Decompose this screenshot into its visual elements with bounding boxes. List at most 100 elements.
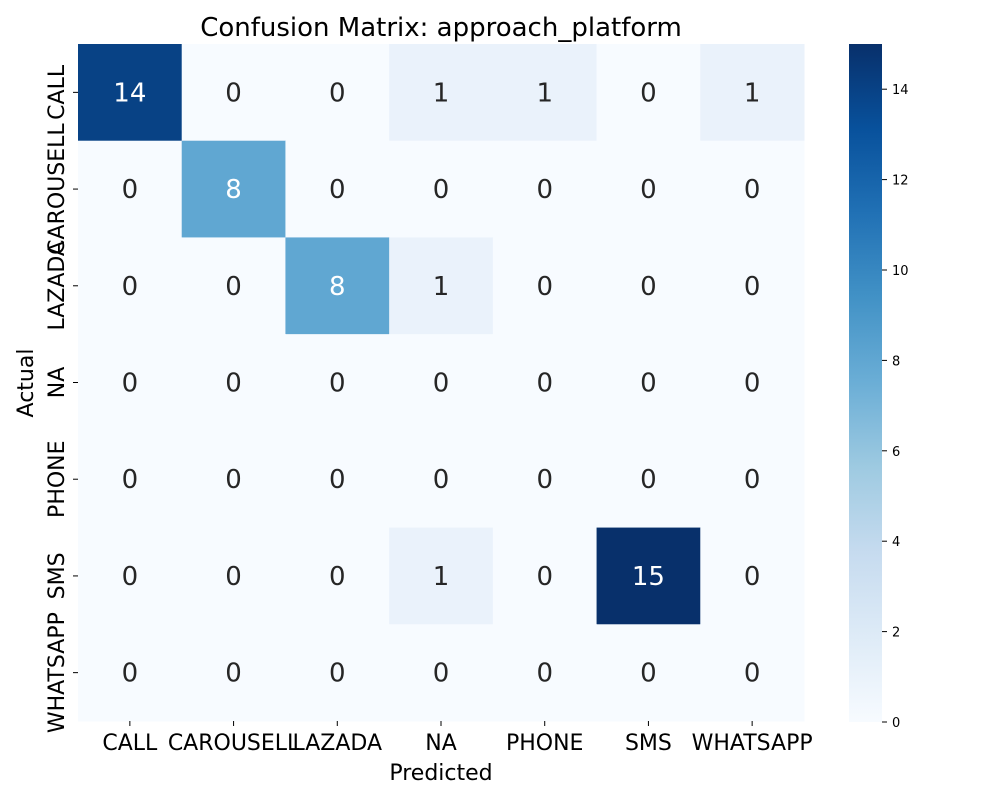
cell-value-label: 0 xyxy=(433,175,450,205)
heatmap-cell xyxy=(596,237,701,335)
x-tick-label: LAZADA xyxy=(293,731,383,756)
cell-value-label: 0 xyxy=(329,562,346,592)
y-tick-label: PHONE xyxy=(45,440,70,517)
colorbar-tick-label: 10 xyxy=(892,264,909,279)
heatmap-cell xyxy=(389,430,494,529)
cell-value-label: 0 xyxy=(536,562,553,592)
cell-value-label: 0 xyxy=(122,562,139,592)
heatmap-cell xyxy=(285,140,390,238)
heatmap-cell xyxy=(181,334,286,432)
heatmap-cell xyxy=(700,334,805,432)
heatmap-cell xyxy=(181,237,286,335)
heatmap-cell xyxy=(492,334,598,432)
heatmap-cell xyxy=(285,44,390,142)
x-tick-label: CAROUSELL xyxy=(168,731,300,756)
heatmap-cell xyxy=(596,527,701,625)
x-axis-label: Predicted xyxy=(389,761,492,786)
cell-value-label: 0 xyxy=(536,369,553,399)
cell-value-label: 1 xyxy=(744,78,761,108)
colorbar-tick-label: 14 xyxy=(892,83,909,98)
heatmap-cell xyxy=(181,624,286,722)
heatmap-cell xyxy=(78,140,183,238)
cell-value-label: 0 xyxy=(225,562,242,592)
cell-value-label: 0 xyxy=(122,465,139,495)
cell-value-label: 0 xyxy=(122,272,139,302)
heatmap-cell xyxy=(596,624,701,722)
cell-value-label: 0 xyxy=(122,369,139,399)
cell-value-label: 0 xyxy=(433,465,450,495)
cell-value-label: 14 xyxy=(113,78,146,108)
cell-value-label: 0 xyxy=(329,175,346,205)
colorbar-tick-label: 12 xyxy=(892,174,909,189)
heatmap-cells xyxy=(78,44,805,722)
x-tick-label: SMS xyxy=(625,731,672,756)
heatmap-cell xyxy=(285,237,390,335)
colorbar-tick-label: 0 xyxy=(892,716,900,731)
cell-value-label: 0 xyxy=(640,175,657,205)
cell-value-label: 0 xyxy=(433,659,450,689)
cell-value-label: 1 xyxy=(536,78,553,108)
cell-value-label: 0 xyxy=(536,272,553,302)
cell-value-label: 1 xyxy=(433,562,450,592)
x-tick-label: WHATSAPP xyxy=(692,731,813,756)
cell-value-label: 0 xyxy=(744,659,761,689)
heatmap-cell xyxy=(700,237,805,335)
cell-value-label: 15 xyxy=(632,562,665,592)
heatmap-cell xyxy=(700,624,805,722)
cell-value-label: 0 xyxy=(225,659,242,689)
heatmap-cell xyxy=(389,527,494,625)
cell-value-label: 0 xyxy=(329,369,346,399)
heatmap-cell xyxy=(181,527,286,625)
y-tick-label: LAZADA xyxy=(45,241,70,331)
chart-title: Confusion Matrix: approach_platform xyxy=(200,13,682,43)
cell-value-label: 0 xyxy=(744,465,761,495)
cell-value-label: 0 xyxy=(640,272,657,302)
cell-value-label: 0 xyxy=(536,659,553,689)
cell-value-label: 0 xyxy=(225,78,242,108)
heatmap-cell xyxy=(78,624,183,722)
y-tick-label: SMS xyxy=(45,552,70,599)
x-tick-label: NA xyxy=(425,731,457,756)
cell-value-label: 0 xyxy=(225,272,242,302)
heatmap-cell xyxy=(492,527,598,625)
cell-value-label: 0 xyxy=(536,465,553,495)
y-axis-label: Actual xyxy=(14,349,39,418)
heatmap-cell xyxy=(78,237,183,335)
heatmap-cell xyxy=(285,624,390,722)
cell-value-label: 0 xyxy=(329,659,346,689)
heatmap-cell xyxy=(389,140,494,238)
heatmap-cell xyxy=(389,237,494,335)
heatmap-cell xyxy=(181,430,286,529)
cell-value-label: 0 xyxy=(744,369,761,399)
heatmap-cell xyxy=(700,140,805,238)
heatmap-cell xyxy=(78,430,183,529)
colorbar-tick-label: 8 xyxy=(892,354,900,369)
cell-value-label: 8 xyxy=(225,175,242,205)
y-tick-label: CALL xyxy=(45,64,70,120)
colorbar-tick-label: 6 xyxy=(892,445,900,460)
heatmap-cell xyxy=(700,430,805,529)
cell-value-label: 0 xyxy=(744,175,761,205)
cell-value-label: 0 xyxy=(122,659,139,689)
cell-value-label: 1 xyxy=(433,272,450,302)
y-tick-label: CAROUSELL xyxy=(45,123,70,255)
cell-value-label: 0 xyxy=(640,465,657,495)
heatmap-cell xyxy=(492,44,598,142)
cell-value-label: 0 xyxy=(640,78,657,108)
cell-value-label: 0 xyxy=(433,369,450,399)
heatmap-cell xyxy=(700,527,805,625)
cell-value-label: 0 xyxy=(329,465,346,495)
heatmap-cell xyxy=(700,44,805,142)
x-tick-label: CALL xyxy=(102,731,158,756)
heatmap-cell xyxy=(78,527,183,625)
heatmap-cell xyxy=(389,334,494,432)
y-tick-label: WHATSAPP xyxy=(45,612,70,733)
colorbar-tick-label: 4 xyxy=(892,535,900,550)
cell-value-label: 0 xyxy=(536,175,553,205)
heatmap-cell xyxy=(285,527,390,625)
cell-value-label: 8 xyxy=(329,272,346,302)
heatmap-cell xyxy=(285,430,390,529)
